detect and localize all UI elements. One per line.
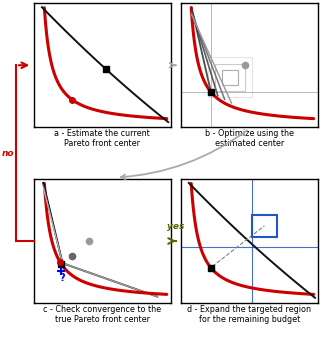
Text: no: no <box>2 149 14 158</box>
Text: a - Estimate the current
Pareto front center: a - Estimate the current Pareto front ce… <box>55 129 150 148</box>
Bar <box>222 70 239 85</box>
Bar <box>252 215 277 237</box>
Text: b - Optimize using the
estimated center: b - Optimize using the estimated center <box>205 129 294 148</box>
Text: c - Check convergence to the
true Pareto front center: c - Check convergence to the true Pareto… <box>43 304 161 324</box>
Bar <box>208 57 252 97</box>
Text: d - Expand the targeted region
for the remaining budget: d - Expand the targeted region for the r… <box>187 304 311 324</box>
Text: ?: ? <box>60 273 65 283</box>
Bar <box>215 64 245 91</box>
Text: yes: yes <box>167 222 185 230</box>
